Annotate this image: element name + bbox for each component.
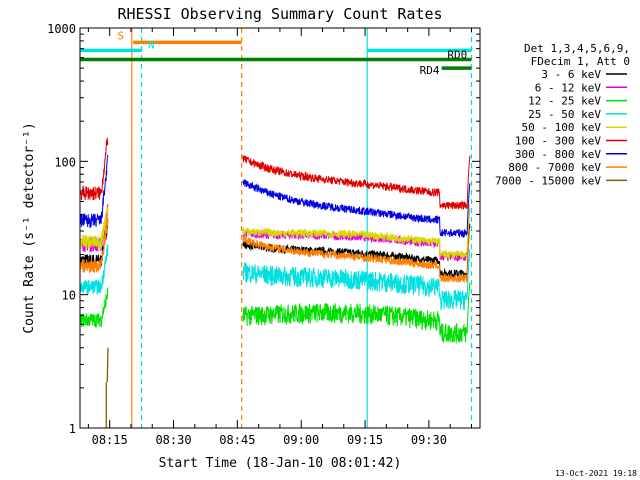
x-axis: 08:15 08:30 08:45 09:00 09:15 09:30	[87, 28, 472, 447]
x-tick-label: 08:30	[155, 433, 191, 447]
x-axis-label: Start Time (18-Jan-10 08:01:42)	[159, 456, 402, 471]
series-line	[80, 244, 471, 311]
series-7000-keV-rise-2	[106, 347, 109, 383]
series-line	[80, 217, 471, 284]
legend-label: 50 - 100 keV	[522, 121, 602, 134]
plot-frame	[79, 27, 481, 429]
legend-label: 100 - 300 keV	[515, 135, 601, 148]
chart-title: RHESSI Observing Summary Count Rates	[117, 5, 442, 23]
series-segment-pre	[80, 136, 109, 201]
x-tick-label: 09:15	[347, 433, 383, 447]
series-segment-post	[242, 249, 471, 311]
series-segment-post	[242, 282, 471, 344]
legend-header: FDecim 1, Att 0	[531, 55, 630, 68]
series-line	[80, 136, 471, 210]
flag-label: RD0	[447, 48, 467, 61]
legend-label: 7000 - 15000 keV	[495, 174, 601, 187]
y-tick-label: 100	[54, 155, 76, 169]
y-axis-label: Count Rate (s⁻¹ detector⁻¹)	[22, 122, 37, 333]
x-tick-label: 09:30	[411, 433, 447, 447]
flag-label: S	[117, 29, 124, 42]
y-tick-label: 1000	[47, 22, 76, 36]
series-segment-post	[242, 178, 471, 239]
date-stamp: 13-Oct-2021 19:18	[555, 469, 637, 478]
legend-header: Det 1,3,4,5,6,9,	[524, 42, 630, 55]
series-line	[80, 154, 471, 239]
y-tick-label: 10	[62, 289, 76, 303]
legend-label: 12 - 25 keV	[528, 95, 601, 108]
series-segment-post	[242, 228, 471, 284]
series-segment-pre	[80, 217, 109, 274]
x-tick-label: 08:45	[219, 433, 255, 447]
flag-label: RD4	[420, 64, 440, 77]
legend-label: 6 - 12 keV	[535, 81, 602, 94]
legend-label: 3 - 6 keV	[541, 68, 601, 81]
legend-label: 800 - 7000 keV	[508, 161, 601, 174]
plot-area: S N RD0 RD4	[80, 28, 473, 428]
legend-label: 25 - 50 keV	[528, 108, 601, 121]
x-tick-label: 09:00	[283, 433, 319, 447]
series-line	[80, 204, 471, 260]
legend-label: 300 - 800 keV	[515, 148, 601, 161]
x-tick-label: 08:15	[92, 433, 128, 447]
series-segment-pre	[80, 287, 109, 328]
flag-label: N	[148, 38, 155, 51]
legend: Det 1,3,4,5,6,9,FDecim 1, Att 03 - 6 keV…	[495, 42, 630, 187]
series-line	[105, 347, 109, 428]
series-line	[80, 282, 471, 344]
series-segment-post	[242, 204, 471, 260]
series-segment-post	[242, 155, 471, 210]
series-segment-pre	[80, 154, 109, 228]
series-segment-pre	[80, 205, 109, 250]
series-segment-pre	[80, 244, 109, 295]
y-tick-label: 1	[69, 422, 76, 436]
y-axis: 1 10 100 1000	[47, 22, 480, 436]
